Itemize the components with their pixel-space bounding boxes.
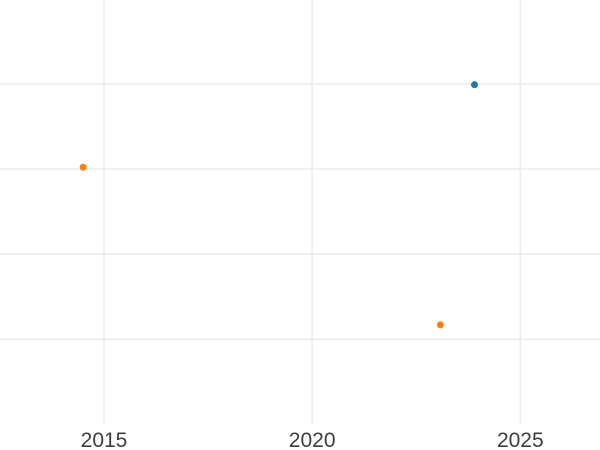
x-tick-label: 2015 <box>81 429 128 450</box>
data-point-series-blue <box>471 81 479 89</box>
x-tick-label: 2020 <box>289 429 336 450</box>
data-point-series-orange <box>79 163 87 171</box>
data-point-series-orange <box>436 321 444 329</box>
x-tick-label: 2025 <box>497 429 544 450</box>
